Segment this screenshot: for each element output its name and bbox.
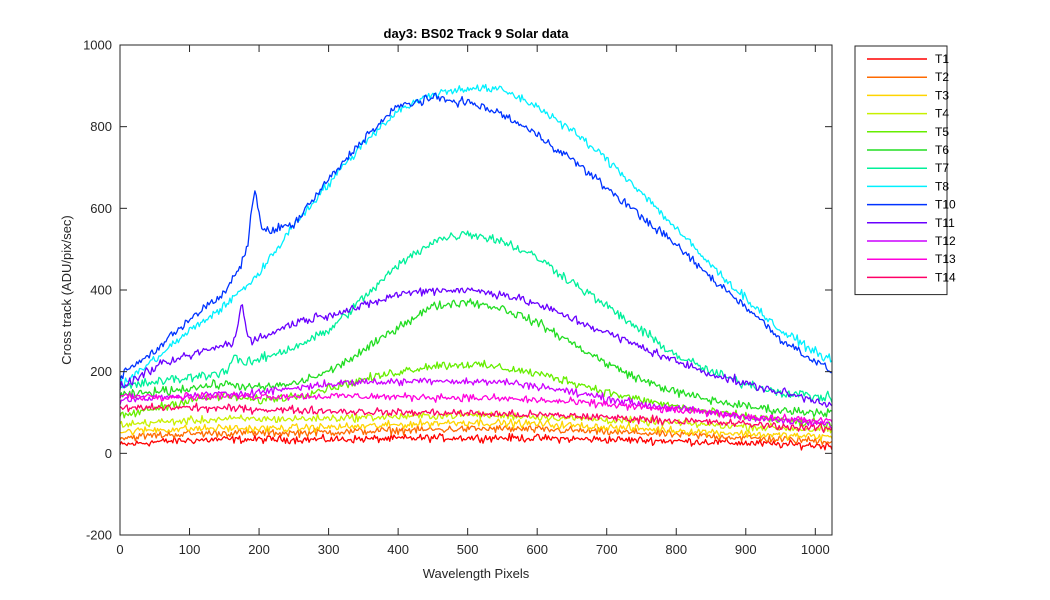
y-tick-label: 200 (90, 364, 112, 379)
x-tick-label: 700 (596, 542, 618, 557)
chart-title: day3: BS02 Track 9 Solar data (384, 26, 570, 41)
series-line-t7 (119, 230, 833, 403)
series-line-t8 (119, 83, 833, 389)
legend-label-t10: T10 (935, 198, 956, 212)
x-tick-label: 900 (735, 542, 757, 557)
x-tick-label: 400 (387, 542, 409, 557)
x-tick-label: 100 (179, 542, 201, 557)
plot-area (120, 45, 832, 535)
legend-label-t11: T11 (935, 216, 955, 230)
series-line-t3 (119, 418, 833, 442)
x-tick-label: 0 (116, 542, 123, 557)
legend-label-t8: T8 (935, 179, 949, 193)
y-tick-label: 400 (90, 283, 112, 298)
y-tick-label: 1000 (83, 38, 112, 53)
x-tick-label: 500 (457, 542, 479, 557)
y-axis-label: Cross track (ADU/pix/sec) (59, 215, 74, 365)
legend-label-t7: T7 (935, 161, 949, 175)
legend-label-t13: T13 (935, 252, 956, 266)
axes-layer: 0 100 200 300 400 500 600 700 800 900 1000 -200 0 200… (83, 38, 833, 557)
x-tick-label: 200 (248, 542, 270, 557)
y-tick-label: 800 (90, 119, 112, 134)
legend-label-t12: T12 (935, 234, 956, 248)
series-line-t4 (119, 410, 833, 434)
legend-label-t3: T3 (935, 88, 949, 102)
legend-label-t4: T4 (935, 107, 949, 121)
legend-box (854, 45, 948, 296)
x-tick-label: 600 (526, 542, 548, 557)
y-tick-label: -200 (86, 528, 112, 543)
legend-label-t1: T1 (935, 52, 949, 66)
series-line-t1 (119, 432, 833, 451)
series-line-t11 (119, 287, 833, 408)
series-line-t10 (119, 92, 833, 381)
series-line-t2 (119, 424, 833, 446)
x-axis-label: Wavelength Pixels (423, 566, 530, 581)
y-tick-label: 0 (105, 446, 112, 461)
legend-label-t2: T2 (935, 70, 949, 84)
series-line-t14 (119, 402, 833, 433)
legend-label-t14: T14 (935, 270, 956, 284)
series-layer (119, 83, 833, 451)
series-line-t13 (119, 391, 833, 426)
series-line-t6 (119, 298, 833, 418)
y-tick-label: 600 (90, 201, 112, 216)
legend-label-t5: T5 (935, 125, 949, 139)
legend: T1 T2 T3 T4 T5 T6 T7 T8 T10 T11 T12 T13 T14 (854, 45, 956, 296)
x-tick-label: 800 (665, 542, 687, 557)
legend-label-t6: T6 (935, 143, 949, 157)
x-tick-label: 300 (318, 542, 340, 557)
x-tick-label: 1000 (801, 542, 830, 557)
